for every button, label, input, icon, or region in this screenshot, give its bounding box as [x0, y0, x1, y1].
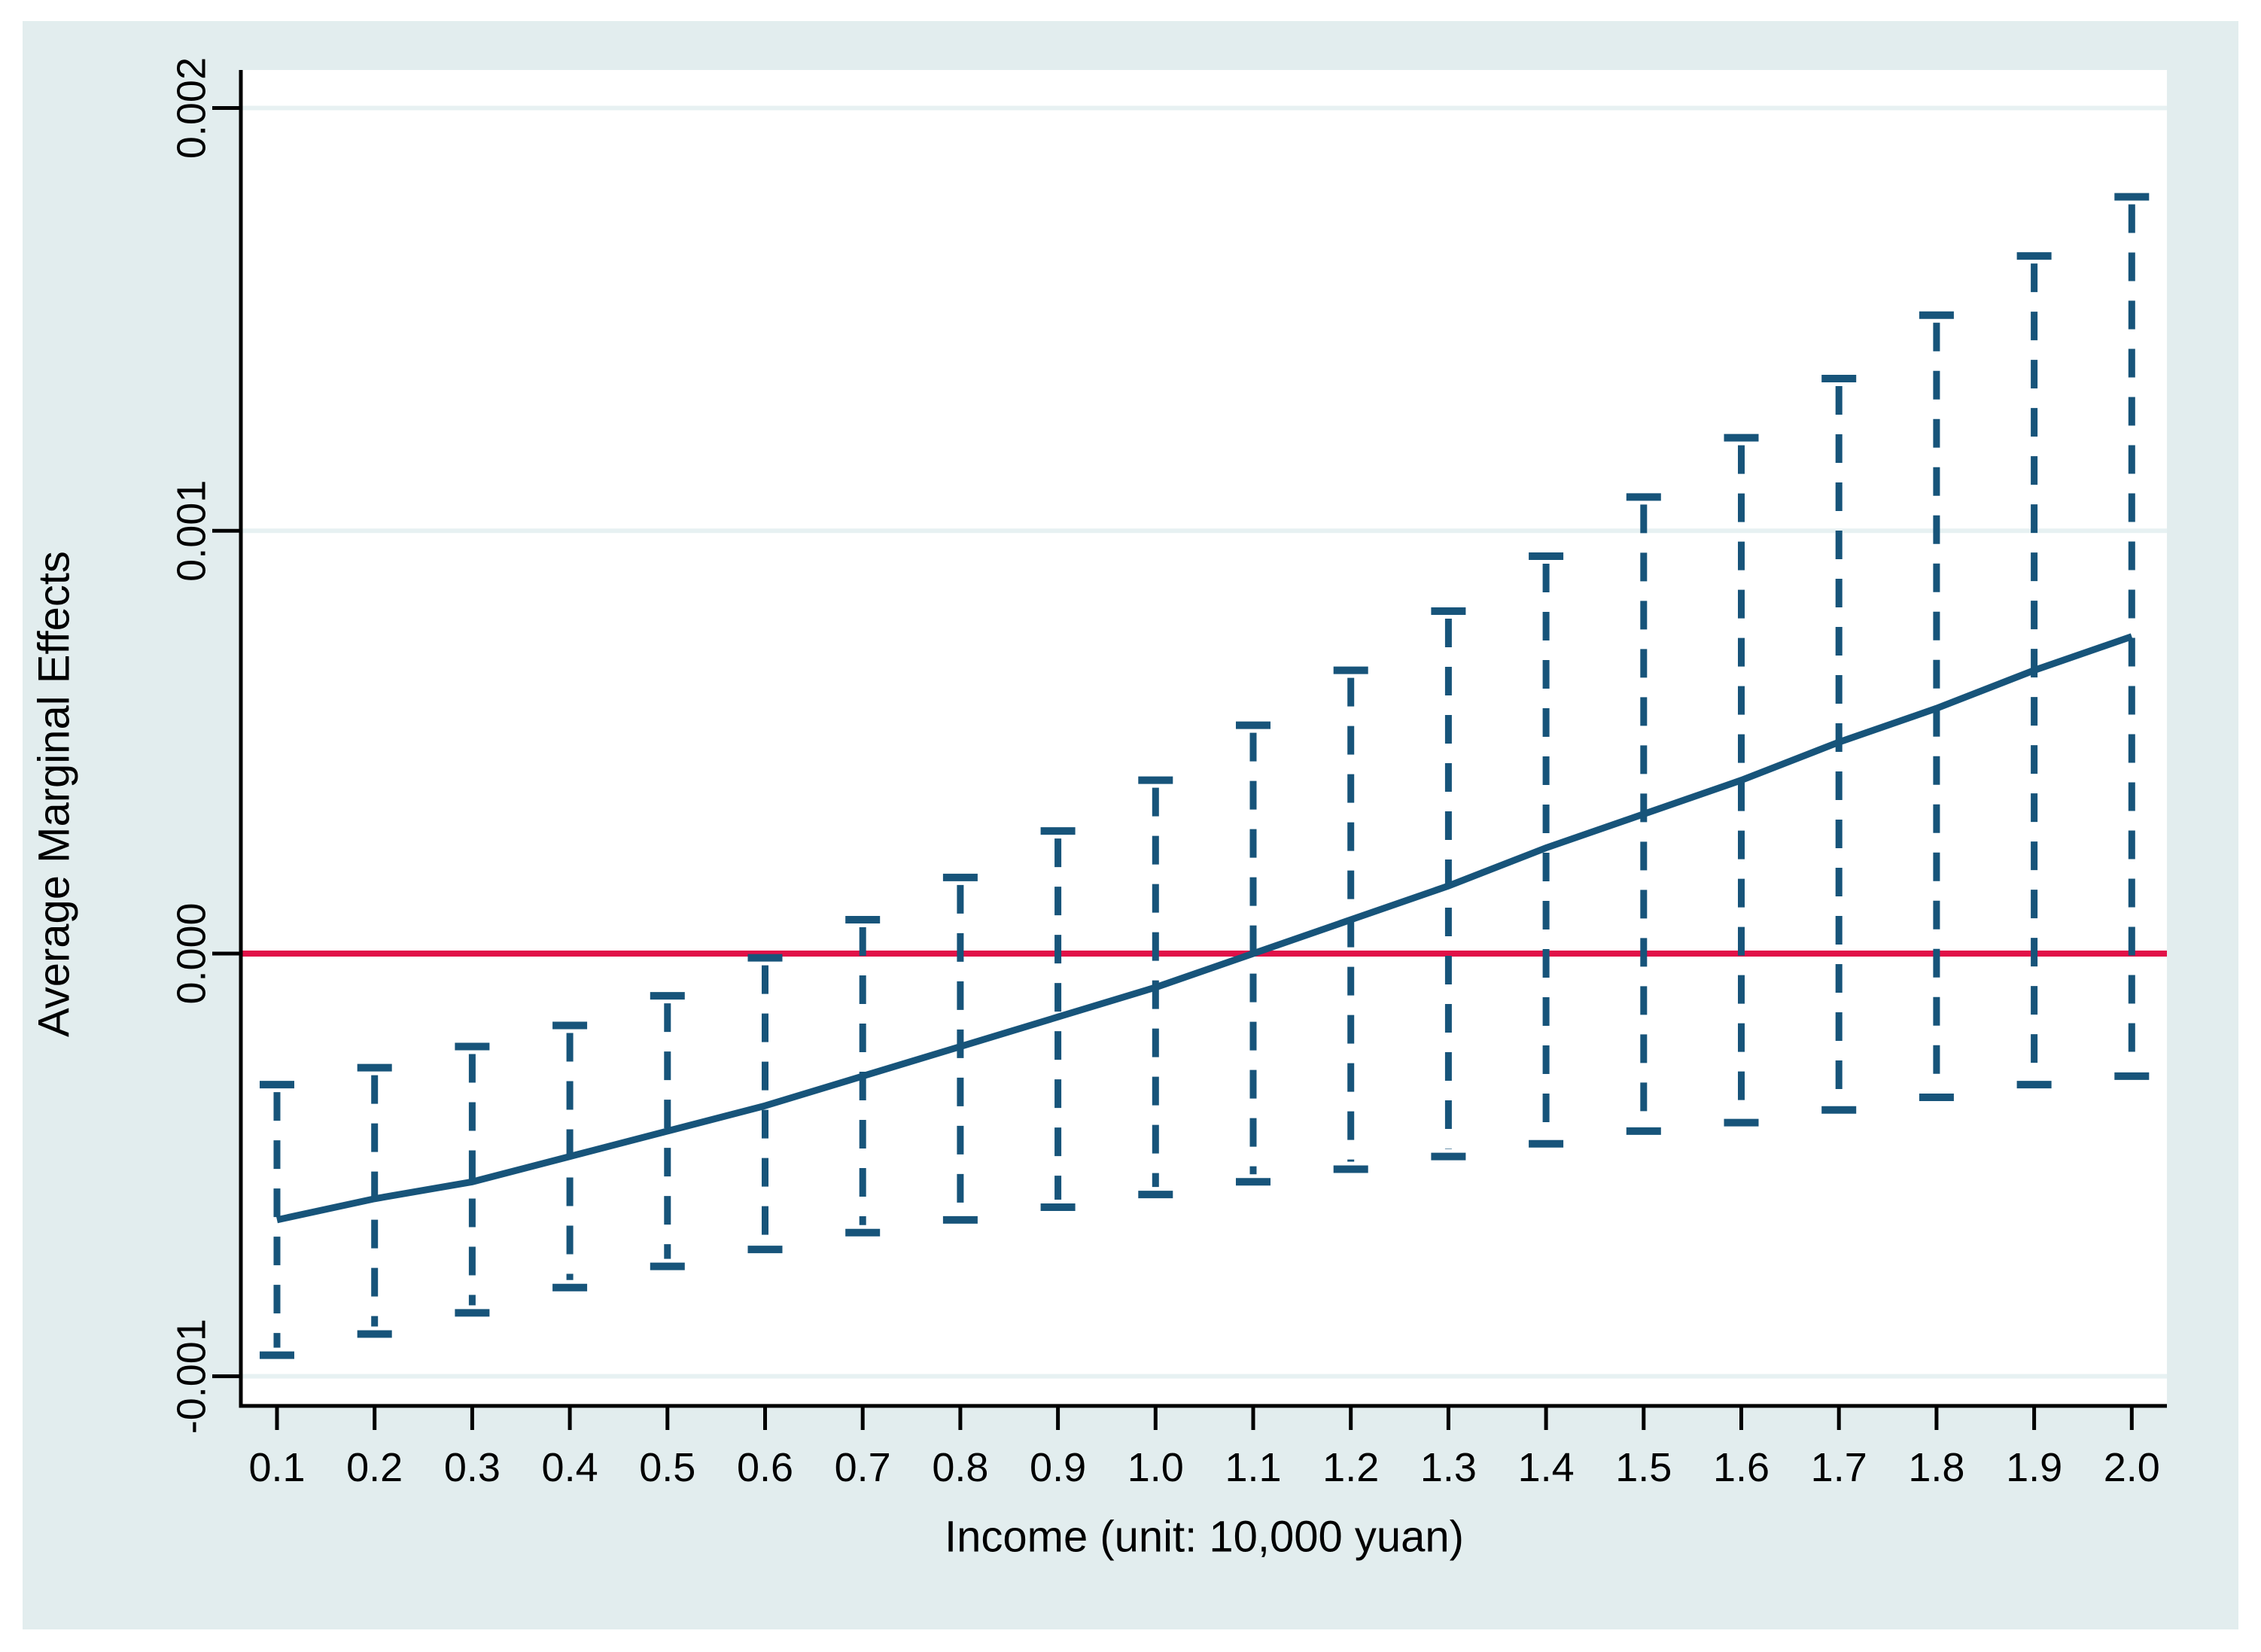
x-tick-label: 1.5	[1615, 1445, 1672, 1490]
x-tick-label: 0.7	[835, 1445, 891, 1490]
x-tick-label: 1.8	[1908, 1445, 1964, 1490]
y-tick-label: 0.001	[169, 480, 214, 582]
x-tick-label: 1.6	[1713, 1445, 1770, 1490]
y-axis-title: Average Marginal Effects	[29, 551, 79, 1037]
x-tick-label: 0.2	[346, 1445, 403, 1490]
x-tick-label: 1.1	[1225, 1445, 1281, 1490]
x-tick-label: 1.9	[2006, 1445, 2062, 1490]
x-tick-label: 0.4	[542, 1445, 598, 1490]
x-tick-label: 0.8	[932, 1445, 988, 1490]
y-tick-label: 0.000	[169, 902, 214, 1004]
x-tick-label: 1.4	[1518, 1445, 1575, 1490]
x-tick-label: 0.5	[639, 1445, 695, 1490]
x-tick-label: 0.1	[248, 1445, 305, 1490]
x-axis-title: Income (unit: 10,000 yuan)	[945, 1512, 1464, 1562]
x-tick-label: 0.9	[1030, 1445, 1086, 1490]
x-tick-label: 1.7	[1811, 1445, 1867, 1490]
x-tick-label: 1.0	[1127, 1445, 1184, 1490]
x-tick-label: 0.6	[737, 1445, 793, 1490]
y-tick-label: -0.001	[169, 1319, 214, 1434]
y-tick-label: 0.002	[169, 57, 214, 159]
x-tick-label: 1.3	[1420, 1445, 1477, 1490]
x-tick-label: 2.0	[2104, 1445, 2160, 1490]
x-tick-label: 0.3	[444, 1445, 501, 1490]
ame-line	[276, 633, 2133, 1224]
plot-background	[241, 70, 2167, 1406]
x-tick-label: 1.2	[1322, 1445, 1379, 1490]
